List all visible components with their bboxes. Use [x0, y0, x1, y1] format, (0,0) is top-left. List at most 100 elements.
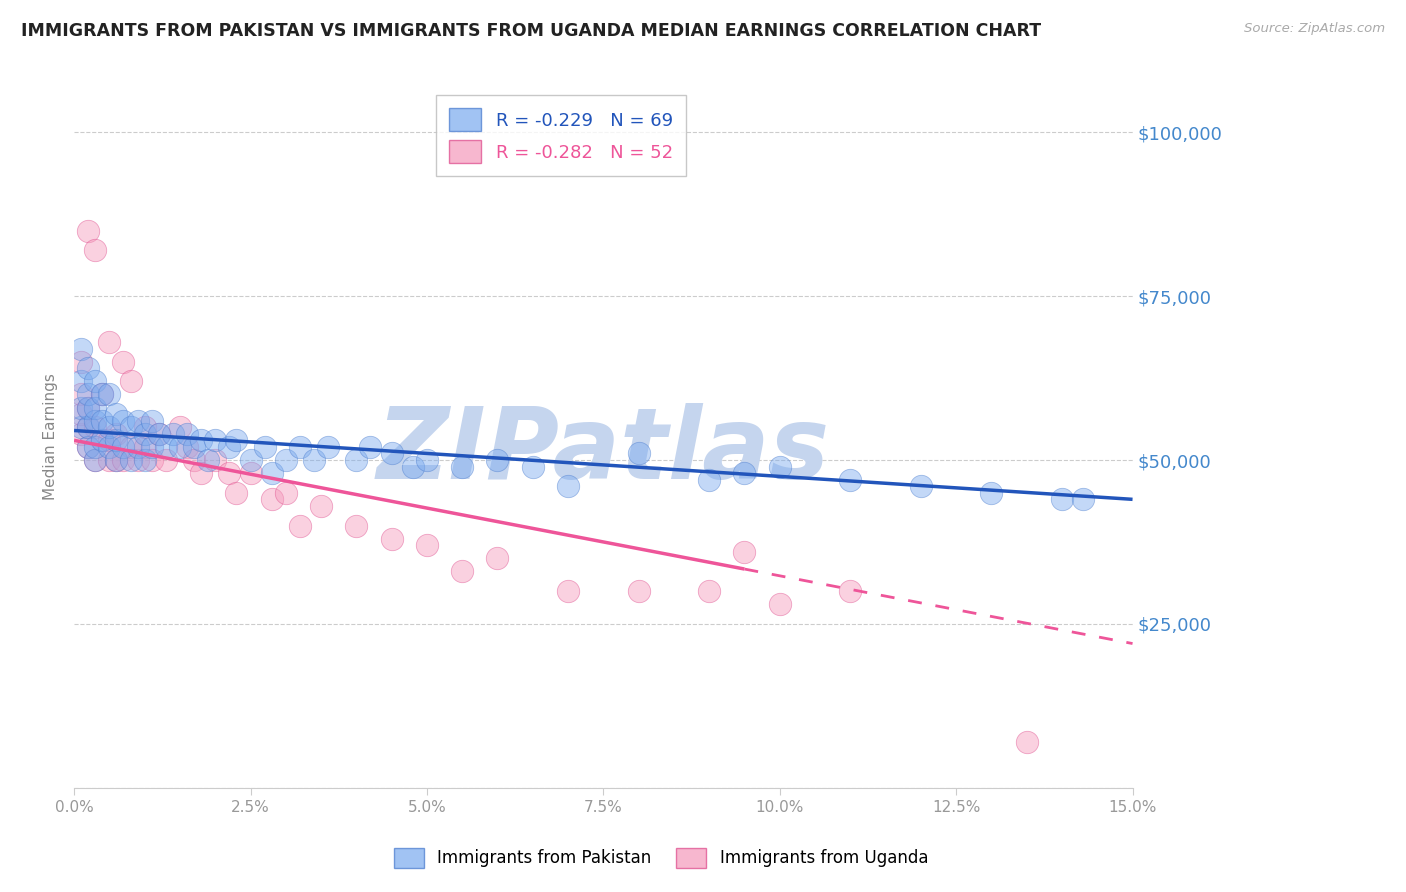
Point: [91, 434, 114, 448]
Point: [91, 387, 114, 401]
Point: [77, 387, 100, 401]
Point: [733, 545, 755, 559]
Point: [98, 387, 121, 401]
Point: [141, 453, 163, 467]
Point: [120, 420, 142, 434]
Point: [148, 426, 170, 441]
Point: [141, 414, 163, 428]
Point: [70, 420, 93, 434]
Point: [557, 584, 579, 599]
Point: [70, 354, 93, 368]
Point: [134, 420, 156, 434]
Point: [77, 420, 100, 434]
Point: [260, 492, 283, 507]
Point: [91, 387, 114, 401]
Point: [381, 532, 404, 546]
Point: [239, 466, 262, 480]
Point: [98, 453, 121, 467]
Point: [402, 459, 425, 474]
Point: [557, 479, 579, 493]
Point: [98, 440, 121, 454]
Point: [77, 401, 100, 415]
Point: [416, 538, 439, 552]
Point: [98, 420, 121, 434]
Point: [1015, 735, 1038, 749]
Point: [253, 440, 276, 454]
Point: [183, 453, 205, 467]
Point: [839, 473, 862, 487]
Point: [522, 459, 544, 474]
Point: [176, 426, 198, 441]
Point: [84, 401, 107, 415]
Point: [359, 440, 381, 454]
Point: [70, 387, 93, 401]
Point: [733, 466, 755, 480]
Point: [98, 434, 121, 448]
Point: [70, 342, 93, 356]
Point: [105, 426, 128, 441]
Point: [910, 479, 932, 493]
Point: [155, 440, 177, 454]
Point: [183, 440, 205, 454]
Point: [127, 453, 149, 467]
Point: [169, 440, 191, 454]
Point: [697, 584, 720, 599]
Point: [486, 551, 509, 566]
Point: [98, 334, 121, 349]
Point: [77, 401, 100, 415]
Point: [980, 485, 1002, 500]
Legend: R = -0.229   N = 69, R = -0.282   N = 52: R = -0.229 N = 69, R = -0.282 N = 52: [436, 95, 686, 176]
Point: [769, 459, 792, 474]
Point: [112, 354, 135, 368]
Point: [627, 446, 650, 460]
Point: [77, 440, 100, 454]
Point: [148, 426, 170, 441]
Point: [162, 426, 184, 441]
Point: [127, 414, 149, 428]
Point: [197, 453, 219, 467]
Y-axis label: Median Earnings: Median Earnings: [44, 374, 58, 500]
Point: [84, 420, 107, 434]
Point: [105, 453, 128, 467]
Point: [112, 453, 135, 467]
Point: [112, 440, 135, 454]
Point: [77, 361, 100, 376]
Point: [70, 375, 93, 389]
Point: [697, 473, 720, 487]
Point: [70, 407, 93, 421]
Point: [84, 453, 107, 467]
Point: [134, 426, 156, 441]
Point: [105, 407, 128, 421]
Point: [451, 565, 474, 579]
Point: [190, 434, 212, 448]
Point: [105, 434, 128, 448]
Point: [225, 485, 247, 500]
Point: [204, 434, 226, 448]
Point: [84, 440, 107, 454]
Point: [84, 414, 107, 428]
Point: [134, 453, 156, 467]
Point: [141, 440, 163, 454]
Point: [288, 518, 311, 533]
Legend: Immigrants from Pakistan, Immigrants from Uganda: Immigrants from Pakistan, Immigrants fro…: [387, 841, 935, 875]
Point: [274, 453, 297, 467]
Point: [1050, 492, 1073, 507]
Point: [120, 440, 142, 454]
Point: [112, 414, 135, 428]
Point: [288, 440, 311, 454]
Point: [316, 440, 339, 454]
Point: [127, 440, 149, 454]
Point: [381, 446, 404, 460]
Point: [274, 485, 297, 500]
Point: [218, 466, 240, 480]
Point: [486, 453, 509, 467]
Point: [120, 453, 142, 467]
Point: [239, 453, 262, 467]
Point: [84, 453, 107, 467]
Point: [1071, 492, 1094, 507]
Point: [416, 453, 439, 467]
Text: Source: ZipAtlas.com: Source: ZipAtlas.com: [1244, 22, 1385, 36]
Point: [225, 434, 247, 448]
Point: [77, 223, 100, 237]
Point: [134, 440, 156, 454]
